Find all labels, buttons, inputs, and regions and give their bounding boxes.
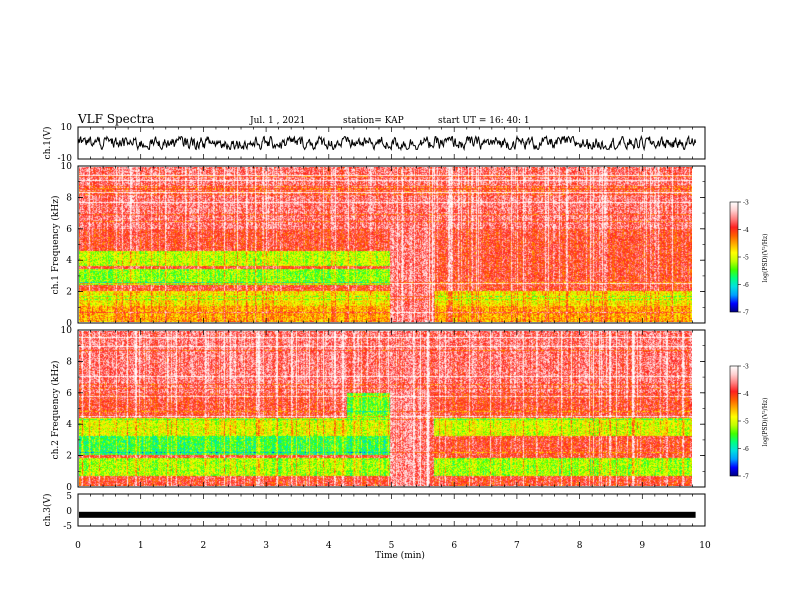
x-tick-label: 7 (514, 541, 520, 551)
colorbar-tick-label: -6 (743, 446, 749, 453)
ch1-spectrogram-panel: 0 2 4 6 8 10 ch.1 Frequency (kHz) (50, 162, 706, 329)
colorbar-tick-label: -4 (743, 227, 749, 234)
y-tick-label: 10 (61, 326, 73, 336)
colorbar-tick-label: -7 (743, 310, 749, 317)
colorbar-tick-label: -6 (743, 282, 749, 289)
ch3-ytick-mid: 0 (66, 507, 72, 517)
ch1-ytick-bottom: -10 (58, 154, 73, 164)
ch2-spectrogram-ylabel-text: ch.2 Frequency (kHz) (50, 361, 61, 460)
ch2-colorbar: -3 -4 -5 -6 -7 log(PSD)(V²/Hz) (729, 364, 769, 481)
y-tick-label: 2 (66, 288, 72, 298)
ch3-ytick-bottom: -5 (63, 522, 72, 532)
ch1-colorbar-gradient (730, 202, 738, 312)
colorbar-tick-label: -5 (743, 255, 749, 262)
ch1-timeseries-ylabel: ch.1(V) (42, 127, 53, 160)
y-tick-label: 4 (66, 256, 72, 266)
x-tick-label: 0 (75, 541, 81, 551)
ch3-timeseries-panel: 5 0 -5 ch.3(V) (42, 492, 706, 532)
figure-title: VLF Spectra (77, 112, 154, 126)
ch2-colorbar-gradient (730, 366, 738, 476)
y-tick-label: 8 (66, 357, 72, 367)
ch2-spectrogram-yticks: 0 2 4 6 8 10 (61, 326, 705, 493)
ch1-timeseries-panel: 10 -10 ch.1(V) (42, 123, 706, 164)
ch1-spectrogram-yticks: 0 2 4 6 8 10 (61, 162, 705, 329)
ch1-colorbar-ticks: -3 -4 -5 -6 -7 (738, 200, 749, 317)
x-tick-label: 6 (451, 541, 457, 551)
date-label: Jul. 1 , 2021 (249, 116, 305, 126)
y-tick-label: 10 (61, 162, 73, 172)
ch1-ytick-top: 10 (61, 123, 73, 133)
ch2-spectrogram-panel: 0 2 4 6 8 10 ch.2 Frequency (kHz) (50, 326, 706, 493)
y-tick-label: 6 (66, 225, 72, 235)
ch2-spectrogram-image (79, 331, 692, 486)
ch1-spectrogram-ylabel: ch.1 Frequency (kHz) (50, 196, 61, 295)
x-axis-label: Time (min) (375, 550, 425, 561)
x-tick-label: 8 (577, 541, 583, 551)
colorbar-tick-label: -3 (743, 200, 749, 207)
x-tick-label: 10 (699, 541, 711, 551)
ch3-ytick-top: 5 (66, 492, 72, 502)
ch1-spectrogram-image (79, 167, 692, 322)
ch2-spectrogram-ylabel: ch.2 Frequency (kHz) (50, 361, 61, 460)
y-tick-label: 6 (66, 389, 72, 399)
ch3-timeseries-ylabel: ch.3(V) (42, 494, 53, 527)
y-tick-label: 4 (66, 420, 72, 430)
ch1-colorbar-label: log(PSD)(V²/Hz) (762, 234, 769, 283)
x-tick-label: 3 (263, 541, 269, 551)
start-time-label: start UT = 16: 40: 1 (438, 116, 530, 126)
ch2-colorbar-ticks: -3 -4 -5 -6 -7 (738, 364, 749, 481)
colorbar-tick-label: -5 (743, 419, 749, 426)
station-label: station= KAP (343, 116, 404, 126)
colorbar-tick-label: -4 (743, 391, 749, 398)
x-axis-ticks: 0 1 2 3 4 5 6 7 8 9 10 (75, 127, 711, 551)
ch1-timeseries-line (77, 134, 697, 152)
x-tick-label: 4 (326, 541, 332, 551)
ch3-timeseries-line (79, 511, 696, 518)
ch1-colorbar: -3 -4 -5 -6 -7 log(PSD)(V²/Hz) (729, 200, 769, 317)
colorbar-tick-label: -3 (743, 364, 749, 371)
x-tick-label: 9 (639, 541, 645, 551)
y-tick-label: 0 (66, 483, 72, 493)
x-tick-label: 5 (389, 541, 395, 551)
colorbar-tick-label: -7 (743, 474, 749, 481)
x-tick-label: 2 (201, 541, 207, 551)
y-tick-label: 0 (66, 319, 72, 329)
ch2-colorbar-label: log(PSD)(V²/Hz) (762, 398, 769, 447)
y-tick-label: 2 (66, 452, 72, 462)
ch1-spectrogram-ylabel-text: ch.1 Frequency (kHz) (50, 196, 61, 295)
x-tick-label: 1 (138, 541, 144, 551)
y-tick-label: 8 (66, 193, 72, 203)
